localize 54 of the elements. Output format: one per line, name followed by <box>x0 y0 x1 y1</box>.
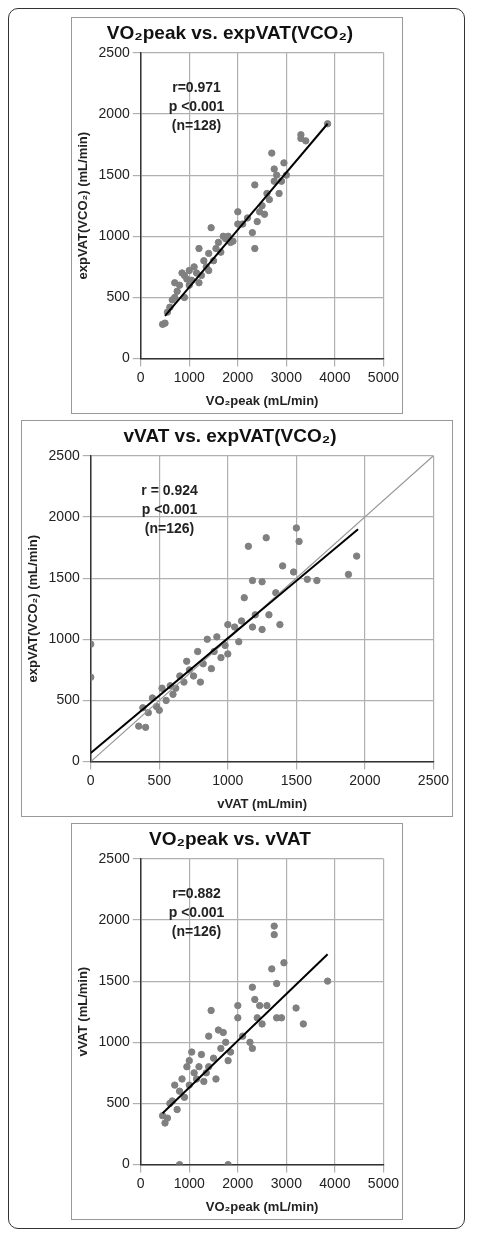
x-tick-label: 2000 <box>221 368 254 385</box>
y-tick-label: 1500 <box>98 971 130 988</box>
y-tick-label: 0 <box>71 752 80 769</box>
y-tick-label: 2000 <box>48 507 80 524</box>
y-tick-label: 2000 <box>98 104 130 121</box>
y-tick-label: 2500 <box>48 446 80 463</box>
x-tick-label: 2000 <box>348 771 381 788</box>
y-tick-label: 1500 <box>48 568 80 585</box>
chart-title: VO₂peak vs. expVAT(VCO₂) <box>106 21 353 43</box>
y-tick-label: 500 <box>105 288 130 305</box>
chart-title: VO₂peak vs. vVAT <box>148 827 311 849</box>
y-tick-label: 2500 <box>98 849 130 866</box>
annotation: r = 0.924 <box>140 481 198 498</box>
x-tick-label: 1000 <box>173 368 205 385</box>
x-tick-label: 3000 <box>270 1174 302 1191</box>
x-axis-title: VO₂peak (mL/min) <box>205 392 318 408</box>
annotation: p <0.001 <box>168 97 225 114</box>
x-axis-title: VO₂peak (mL/min) <box>205 1198 318 1214</box>
x-tick-label: 0 <box>136 1174 145 1191</box>
y-tick-label: 2000 <box>98 910 130 927</box>
x-tick-label: 2000 <box>221 1174 254 1191</box>
y-tick-label: 1000 <box>48 630 80 647</box>
annotation: (n=128) <box>171 116 221 133</box>
y-axis-title: expVAT(VCO₂) (mL/min) <box>24 534 40 683</box>
x-tick-label: 4000 <box>318 368 351 385</box>
x-tick-label: 4000 <box>318 1174 351 1191</box>
x-tick-label: 1500 <box>280 771 312 788</box>
annotation: r=0.971 <box>171 78 221 95</box>
x-tick-label: 3000 <box>270 368 302 385</box>
y-tick-label: 0 <box>121 1155 130 1172</box>
annotation: p <0.001 <box>168 903 225 920</box>
x-tick-label: 0 <box>136 368 145 385</box>
y-tick-label: 500 <box>105 1094 130 1111</box>
y-axis-title: vVAT (mL/min) <box>74 966 90 1057</box>
y-tick-label: 1000 <box>98 1033 130 1050</box>
annotation: (n=126) <box>144 519 194 536</box>
y-tick-label: 0 <box>121 349 130 366</box>
x-tick-label: 5000 <box>367 368 399 385</box>
y-tick-label: 1000 <box>98 227 130 244</box>
annotation: (n=126) <box>171 922 221 939</box>
y-axis-title: expVAT(VCO₂) (mL/min) <box>74 131 90 280</box>
x-tick-label: 5000 <box>367 1174 399 1191</box>
annotation: p <0.001 <box>141 500 198 517</box>
x-tick-label: 500 <box>147 771 171 788</box>
x-tick-label: 2500 <box>417 771 449 788</box>
x-tick-label: 0 <box>86 771 95 788</box>
x-tick-label: 1000 <box>173 1174 205 1191</box>
y-tick-label: 500 <box>55 691 80 708</box>
annotation: r=0.882 <box>171 884 221 901</box>
y-tick-label: 1500 <box>98 165 130 182</box>
x-tick-label: 1000 <box>211 771 244 788</box>
x-axis-title: vVAT (mL/min) <box>216 795 307 811</box>
chart-title: vVAT vs. expVAT(VCO₂) <box>123 424 336 446</box>
y-tick-label: 2500 <box>98 43 130 60</box>
